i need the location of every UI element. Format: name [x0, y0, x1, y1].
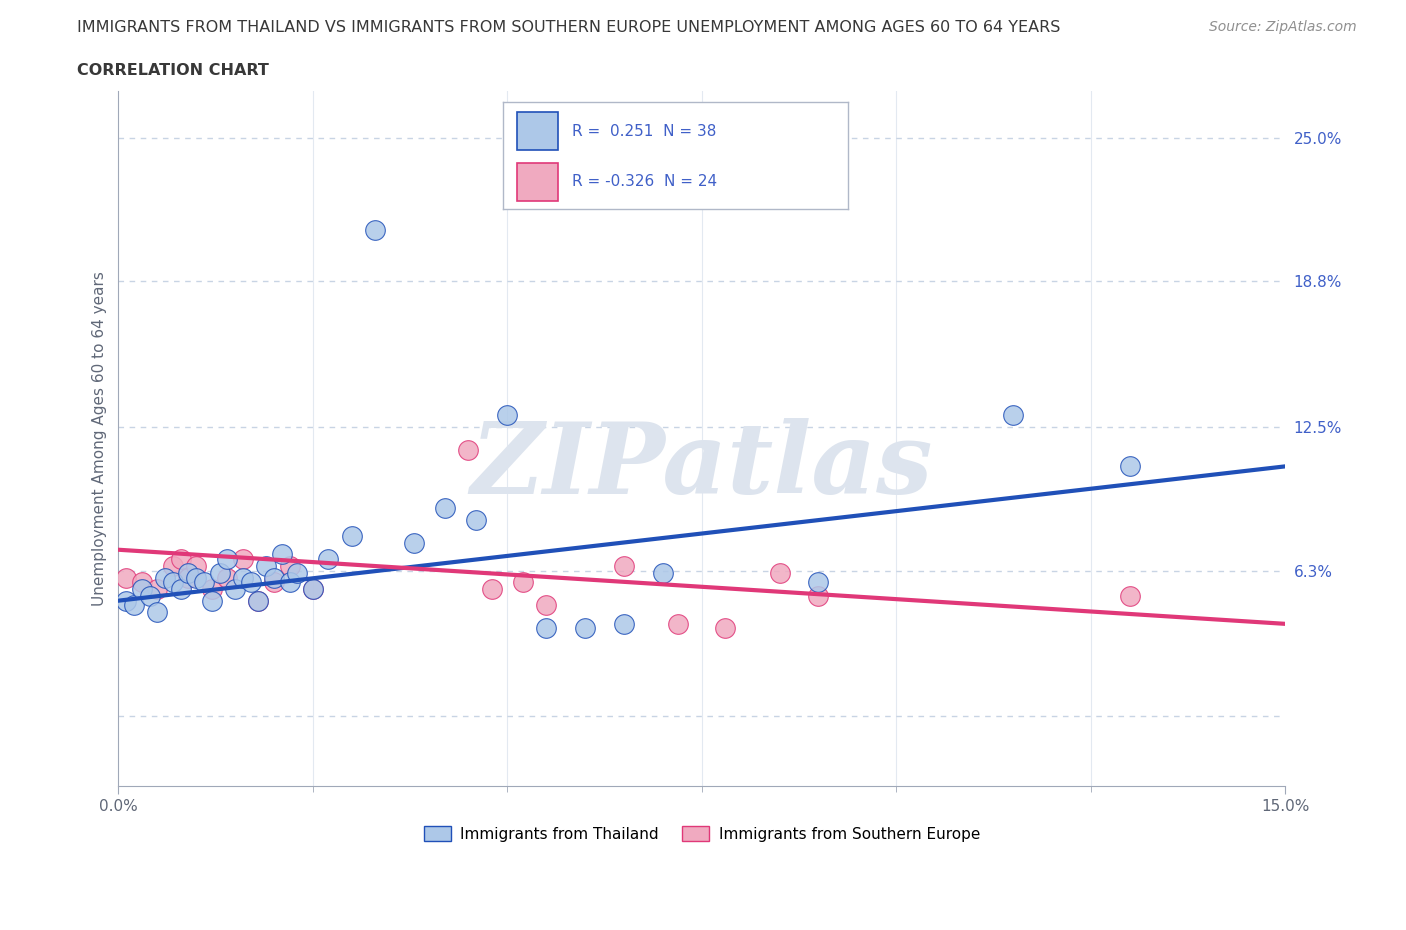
Point	[247, 593, 270, 608]
Text: ZIPatlas: ZIPatlas	[471, 418, 934, 514]
Point	[193, 575, 215, 590]
Point	[434, 500, 457, 515]
Point	[169, 551, 191, 566]
Point	[651, 565, 673, 580]
Point	[146, 604, 169, 619]
Point	[613, 559, 636, 574]
Point	[208, 565, 231, 580]
Point	[232, 570, 254, 585]
Point	[496, 408, 519, 423]
Point	[340, 528, 363, 543]
Point	[318, 551, 340, 566]
Text: IMMIGRANTS FROM THAILAND VS IMMIGRANTS FROM SOUTHERN EUROPE UNEMPLOYMENT AMONG A: IMMIGRANTS FROM THAILAND VS IMMIGRANTS F…	[77, 20, 1060, 35]
Point	[534, 598, 557, 613]
Point	[263, 575, 285, 590]
Point	[131, 581, 153, 596]
Legend: Immigrants from Thailand, Immigrants from Southern Europe: Immigrants from Thailand, Immigrants fro…	[418, 820, 986, 848]
Point	[457, 443, 479, 458]
Point	[263, 570, 285, 585]
Point	[153, 570, 176, 585]
Point	[122, 598, 145, 613]
Point	[186, 559, 208, 574]
Point	[512, 575, 534, 590]
Point	[217, 551, 239, 566]
Point	[402, 536, 425, 551]
Point	[247, 593, 270, 608]
Point	[270, 547, 292, 562]
Point	[302, 581, 325, 596]
Text: Source: ZipAtlas.com: Source: ZipAtlas.com	[1209, 20, 1357, 34]
Point	[534, 621, 557, 636]
Point	[302, 581, 325, 596]
Point	[481, 581, 503, 596]
Point	[364, 223, 387, 238]
Point	[232, 551, 254, 566]
Point	[201, 593, 224, 608]
Point	[131, 575, 153, 590]
Point	[177, 565, 200, 580]
Point	[285, 565, 308, 580]
Point	[146, 581, 169, 596]
Point	[162, 575, 184, 590]
Point	[186, 570, 208, 585]
Point	[278, 575, 301, 590]
Point	[768, 565, 790, 580]
Point	[807, 589, 830, 604]
Point	[254, 559, 277, 574]
Point	[714, 621, 737, 636]
Point	[224, 581, 246, 596]
Point	[1118, 458, 1140, 473]
Y-axis label: Unemployment Among Ages 60 to 64 years: Unemployment Among Ages 60 to 64 years	[93, 272, 107, 606]
Point	[138, 589, 160, 604]
Point	[115, 570, 138, 585]
Point	[613, 617, 636, 631]
Point	[162, 559, 184, 574]
Point	[115, 593, 138, 608]
Point	[1001, 408, 1024, 423]
Point	[177, 570, 200, 585]
Point	[217, 570, 239, 585]
Point	[201, 581, 224, 596]
Point	[668, 617, 690, 631]
Point	[465, 512, 488, 527]
Point	[169, 581, 191, 596]
Text: CORRELATION CHART: CORRELATION CHART	[77, 63, 269, 78]
Point	[1118, 589, 1140, 604]
Point	[574, 621, 596, 636]
Point	[239, 575, 262, 590]
Point	[278, 559, 301, 574]
Point	[807, 575, 830, 590]
